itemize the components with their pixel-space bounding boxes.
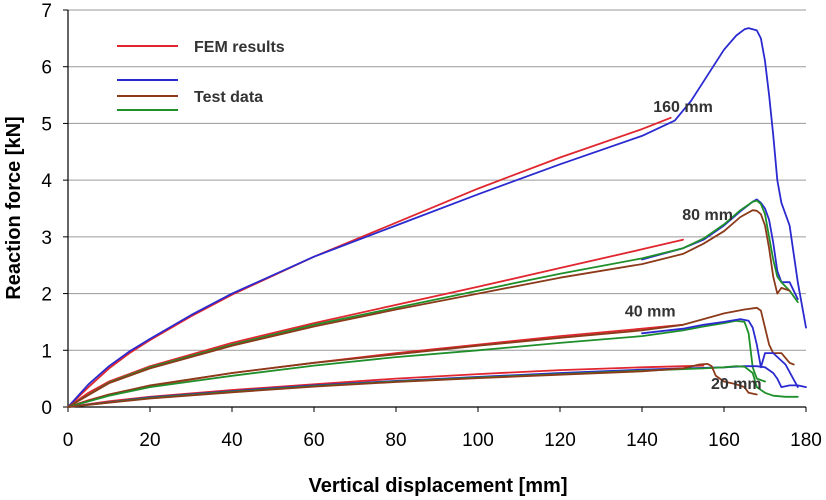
series-line-40-mm-7: [67, 306, 795, 408]
legend-label-fem: FEM results: [194, 39, 285, 56]
x-tick-label-40: 40: [221, 430, 242, 451]
series-line-160-mm-1: [67, 27, 807, 408]
y-tick-label-1: 1: [41, 341, 52, 362]
series-layer: [67, 27, 807, 408]
annotations: 160 mm 80 mm 40 mm 20 mm: [625, 99, 762, 393]
annotation-80-mm: 80 mm: [682, 207, 733, 224]
series-line-80-mm-4: [67, 199, 799, 408]
series-line-160-mm-0: [67, 116, 672, 408]
x-axis-title: Vertical displacement [mm]: [309, 475, 568, 497]
legend-label-test: Test data: [194, 89, 263, 106]
annotation-20-mm: 20 mm: [711, 376, 762, 393]
legend: FEM results Test data: [117, 39, 285, 111]
y-tick-label-6: 6: [41, 58, 52, 79]
annotation-160-mm: 160 mm: [653, 99, 713, 116]
series-line-40-mm-8: [67, 319, 766, 408]
x-tick-label-140: 140: [626, 430, 658, 451]
x-tick-label-0: 0: [63, 430, 74, 451]
y-axis-title: Reaction force [kN]: [3, 116, 25, 299]
series-line-20-mm-13: [67, 362, 758, 408]
x-tick-label-180: 180: [790, 430, 822, 451]
x-tick-label-20: 20: [139, 430, 160, 451]
axes: 0 1 2 3 4 5 6 7 0 20 40 60 80 100 120 140 160 180: [41, 1, 821, 451]
series-line-80-mm-5: [67, 209, 791, 408]
y-tick-label-2: 2: [41, 285, 52, 306]
series-line-20-mm-11: [67, 365, 807, 408]
y-tick-label-5: 5: [41, 114, 52, 135]
x-tick-label-60: 60: [303, 430, 324, 451]
x-tick-label-120: 120: [544, 430, 576, 451]
series-line-80-mm-2: [67, 238, 684, 408]
series-line-80-mm-3: [641, 198, 799, 301]
annotation-40-mm: 40 mm: [625, 303, 676, 320]
series-line-20-mm-12: [67, 365, 799, 408]
x-tick-label-80: 80: [385, 430, 406, 451]
y-tick-label-4: 4: [41, 171, 52, 192]
x-tick-label-160: 160: [708, 430, 740, 451]
y-tick-label-0: 0: [41, 398, 52, 419]
y-tick-label-3: 3: [41, 228, 52, 249]
y-tick-label-7: 7: [41, 1, 52, 22]
x-tick-label-100: 100: [462, 430, 494, 451]
grid: [68, 9, 806, 351]
series-line-40-mm-9: [641, 318, 799, 389]
